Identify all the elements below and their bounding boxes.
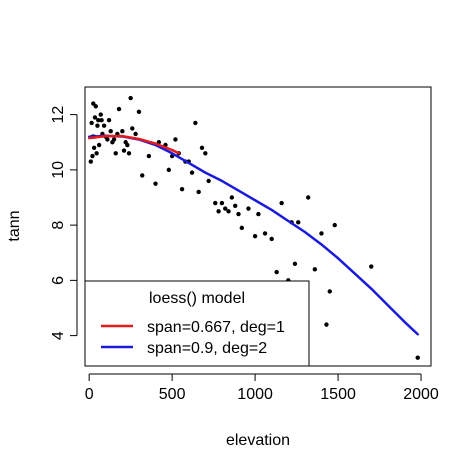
data-point	[94, 151, 99, 156]
data-point	[262, 231, 268, 236]
data-point	[108, 129, 113, 134]
x-tick-label: 1000	[237, 386, 273, 403]
data-point	[140, 173, 145, 178]
y-axis-title: tann	[6, 210, 23, 241]
series-line-0	[87, 134, 181, 155]
data-point	[312, 267, 318, 272]
data-point	[130, 126, 135, 131]
data-point	[126, 151, 132, 156]
data-point	[96, 142, 102, 148]
data-point	[213, 200, 218, 206]
data-point	[189, 170, 195, 175]
data-point	[136, 109, 142, 115]
data-point	[99, 117, 104, 123]
data-point	[319, 231, 324, 236]
data-point	[173, 137, 178, 142]
data-point	[229, 195, 235, 200]
data-point	[90, 153, 95, 159]
data-point	[113, 151, 118, 156]
x-axis-title: elevation	[226, 432, 290, 449]
data-point	[128, 95, 133, 101]
data-point	[116, 106, 122, 112]
data-point	[196, 189, 201, 195]
data-point	[193, 120, 198, 126]
data-point	[89, 120, 94, 126]
data-point	[206, 178, 211, 184]
data-point	[121, 148, 127, 153]
data-point	[296, 220, 301, 225]
legend-entry-span-09: span=0.9, deg=2	[147, 340, 267, 357]
y-tick-label: 12	[50, 106, 67, 124]
data-point	[236, 211, 241, 217]
data-point	[239, 225, 245, 231]
y-tick-label: 4	[50, 331, 67, 340]
data-point	[96, 117, 101, 123]
data-point	[246, 206, 251, 211]
data-point	[219, 200, 225, 206]
data-point	[101, 123, 107, 128]
data-point	[256, 211, 261, 217]
x-tick-label: 0	[85, 386, 94, 403]
data-point	[415, 355, 420, 360]
data-point	[133, 131, 138, 137]
data-point	[179, 187, 185, 192]
data-point	[105, 137, 110, 142]
x-tick-label: 1500	[320, 386, 356, 403]
data-point	[88, 159, 94, 164]
data-point	[232, 203, 238, 208]
x-tick-label: 500	[159, 386, 186, 403]
data-point	[146, 153, 152, 159]
data-point	[327, 289, 332, 294]
legend: loess() model span=0.667, deg=1 span=0.9…	[84, 280, 310, 367]
data-point	[199, 145, 205, 150]
data-point	[223, 206, 228, 211]
data-point	[106, 117, 112, 123]
data-point	[92, 115, 98, 120]
data-point	[111, 137, 117, 142]
data-point	[125, 142, 130, 148]
legend-title: loess() model	[149, 290, 245, 307]
x-tick-label: 2000	[403, 386, 439, 403]
data-point	[252, 233, 258, 239]
data-point	[306, 195, 311, 200]
legend-box	[84, 280, 310, 367]
legend-entry-span-0667: span=0.667, deg=1	[147, 319, 285, 336]
data-point	[269, 236, 274, 242]
y-tick-label: 10	[50, 161, 67, 179]
data-point	[332, 222, 337, 228]
data-point	[95, 123, 100, 128]
data-point	[203, 151, 208, 156]
data-point	[216, 209, 221, 214]
data-point	[91, 145, 97, 150]
data-point	[93, 104, 98, 109]
data-point	[279, 200, 284, 206]
data-point	[98, 112, 103, 117]
data-point	[153, 181, 158, 186]
fit-lines	[87, 134, 419, 336]
data-point	[166, 167, 171, 173]
data-point	[274, 269, 279, 275]
data-point	[369, 264, 374, 269]
y-tick-label: 6	[50, 276, 67, 285]
y-axis: 4 6 8 10 12	[50, 106, 78, 340]
data-point	[292, 261, 298, 266]
data-point	[324, 322, 329, 327]
x-axis: 0 500 1000 1500 2000	[85, 373, 439, 403]
y-tick-label: 8	[50, 221, 67, 230]
data-point	[226, 209, 231, 214]
data-point	[120, 129, 125, 134]
